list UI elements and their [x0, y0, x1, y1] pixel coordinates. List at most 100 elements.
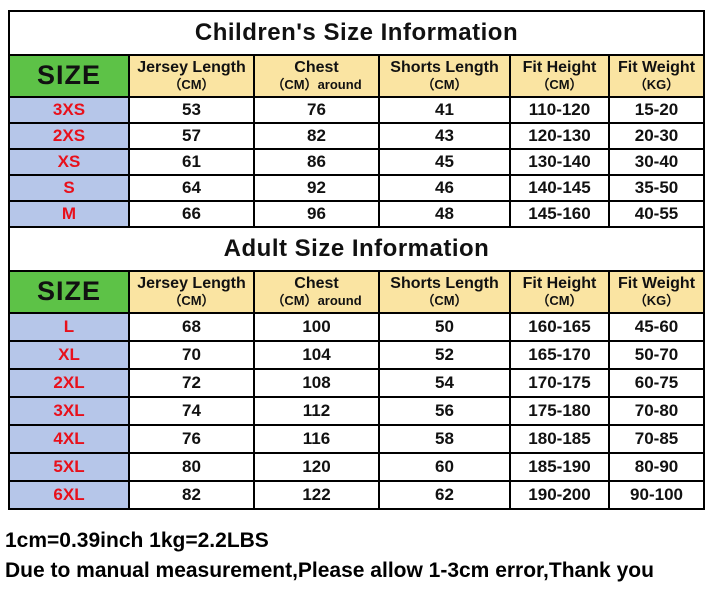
value-cell: 54: [378, 368, 511, 398]
value-cell: 46: [378, 174, 511, 202]
table-row: L 68 100 50 160-165 45-60: [8, 312, 706, 342]
value-cell: 82: [253, 122, 380, 150]
value-cell: 56: [378, 396, 511, 426]
value-cell: 122: [253, 480, 380, 510]
size-cell: 6XL: [8, 480, 130, 510]
value-cell: 116: [253, 424, 380, 454]
column-unit: （CM）around: [271, 292, 362, 308]
measurement-disclaimer: Due to manual measurement,Please allow 1…: [5, 559, 654, 583]
adult-title-row: Adult Size Information: [7, 226, 706, 272]
size-table: Children's Size Information SIZE Jersey …: [7, 10, 706, 510]
value-cell: 140-145: [509, 174, 610, 202]
value-cell: 170-175: [509, 368, 610, 398]
column-label: Jersey Length: [137, 59, 246, 77]
column-unit: （CM）: [168, 292, 215, 308]
column-header-size: SIZE: [8, 270, 130, 314]
value-cell: 15-20: [607, 96, 706, 124]
adult-title: Adult Size Information: [7, 226, 706, 272]
value-cell: 20-30: [607, 122, 706, 150]
column-unit: （CM）: [536, 76, 583, 92]
table-row: 5XL 80 120 60 185-190 80-90: [8, 452, 706, 482]
value-cell: 104: [253, 340, 380, 370]
table-row: S 64 92 46 140-145 35-50: [8, 174, 706, 202]
table-row: 3XS 53 76 41 110-120 15-20: [8, 96, 706, 124]
adult-header-row: SIZE Jersey Length （CM） Chest （CM）around…: [8, 270, 706, 314]
column-unit: （CM）: [421, 292, 468, 308]
value-cell: 76: [128, 424, 255, 454]
table-row: M 66 96 48 145-160 40-55: [8, 200, 706, 228]
value-cell: 57: [128, 122, 255, 150]
value-cell: 60-75: [607, 368, 706, 398]
value-cell: 90-100: [607, 480, 706, 510]
column-header-fit-height: Fit Height （CM）: [509, 270, 610, 314]
value-cell: 48: [378, 200, 511, 228]
size-cell: XS: [8, 148, 130, 176]
value-cell: 108: [253, 368, 380, 398]
column-header-fit-weight: Fit Weight （KG）: [607, 54, 706, 98]
value-cell: 41: [378, 96, 511, 124]
conversion-note: 1cm=0.39inch 1kg=2.2LBS: [5, 529, 269, 552]
value-cell: 120: [253, 452, 380, 482]
size-cell: XL: [8, 340, 130, 370]
value-cell: 100: [253, 312, 380, 342]
children-title: Children's Size Information: [7, 10, 706, 56]
column-unit: （CM）: [421, 76, 468, 92]
column-label: Shorts Length: [390, 59, 499, 77]
value-cell: 61: [128, 148, 255, 176]
value-cell: 175-180: [509, 396, 610, 426]
table-row: 2XS 57 82 43 120-130 20-30: [8, 122, 706, 150]
size-cell: 2XS: [8, 122, 130, 150]
value-cell: 130-140: [509, 148, 610, 176]
size-cell: 5XL: [8, 452, 130, 482]
column-label: Jersey Length: [137, 275, 246, 293]
value-cell: 180-185: [509, 424, 610, 454]
value-cell: 70-80: [607, 396, 706, 426]
value-cell: 110-120: [509, 96, 610, 124]
column-label: Fit Weight: [618, 59, 696, 77]
value-cell: 112: [253, 396, 380, 426]
column-unit: （CM）: [536, 292, 583, 308]
column-unit: （KG）: [633, 76, 680, 92]
children-rows: 3XS 53 76 41 110-120 15-20 2XS 57 82 43 120-130 20-…: [8, 96, 706, 228]
value-cell: 45: [378, 148, 511, 176]
column-header-jersey-length: Jersey Length （CM）: [128, 270, 255, 314]
size-cell: 3XL: [8, 396, 130, 426]
size-cell: M: [8, 200, 130, 228]
value-cell: 62: [378, 480, 511, 510]
value-cell: 86: [253, 148, 380, 176]
value-cell: 80: [128, 452, 255, 482]
children-section: Children's Size Information SIZE Jersey …: [7, 10, 706, 98]
column-header-chest: Chest （CM）around: [253, 54, 380, 98]
footer-notes: 1cm=0.39inch 1kg=2.2LBS Due to manual me…: [5, 526, 707, 587]
table-row: XL 70 104 52 165-170 50-70: [8, 340, 706, 370]
table-row: XS 61 86 45 130-140 30-40: [8, 148, 706, 176]
value-cell: 120-130: [509, 122, 610, 150]
size-cell: 4XL: [8, 424, 130, 454]
value-cell: 165-170: [509, 340, 610, 370]
children-title-row: Children's Size Information: [7, 10, 706, 56]
column-header-fit-height: Fit Height （CM）: [509, 54, 610, 98]
column-label: Chest: [294, 275, 339, 293]
value-cell: 50: [378, 312, 511, 342]
size-cell: 3XS: [8, 96, 130, 124]
size-cell: L: [8, 312, 130, 342]
column-header-shorts-length: Shorts Length （CM）: [378, 270, 511, 314]
size-cell: 2XL: [8, 368, 130, 398]
value-cell: 74: [128, 396, 255, 426]
value-cell: 92: [253, 174, 380, 202]
value-cell: 76: [253, 96, 380, 124]
children-header-row: SIZE Jersey Length （CM） Chest （CM）around…: [8, 54, 706, 98]
value-cell: 30-40: [607, 148, 706, 176]
column-label: Shorts Length: [390, 275, 499, 293]
column-header-chest: Chest （CM）around: [253, 270, 380, 314]
value-cell: 160-165: [509, 312, 610, 342]
table-row: 4XL 76 116 58 180-185 70-85: [8, 424, 706, 454]
column-label: Fit Weight: [618, 275, 696, 293]
column-label: Fit Height: [522, 275, 597, 293]
value-cell: 45-60: [607, 312, 706, 342]
value-cell: 53: [128, 96, 255, 124]
column-unit: （CM）: [168, 76, 215, 92]
column-unit: （CM）around: [271, 76, 362, 92]
value-cell: 72: [128, 368, 255, 398]
column-header-fit-weight: Fit Weight （KG）: [607, 270, 706, 314]
